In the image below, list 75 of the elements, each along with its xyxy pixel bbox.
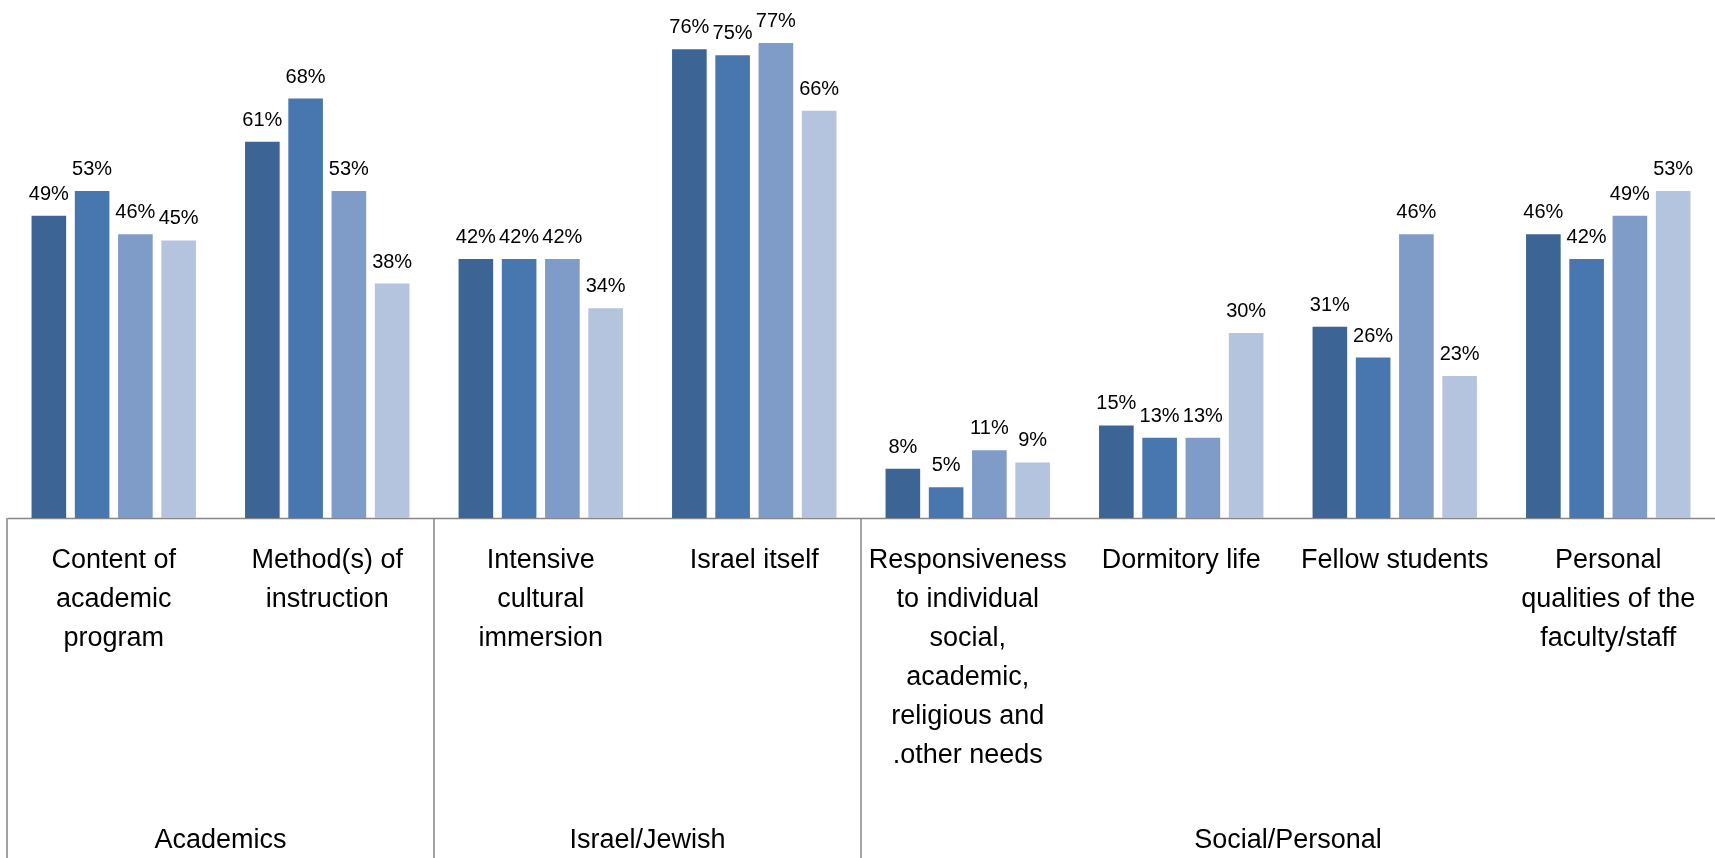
data-label: 42% [542, 224, 583, 247]
x-tick-label: Israel itself [689, 543, 820, 574]
bar [1099, 425, 1134, 518]
x-tick-label: Intensive cultural immersion [478, 543, 604, 652]
bar [331, 191, 367, 518]
bar [1612, 215, 1648, 518]
bar [972, 450, 1007, 518]
x-tick-label: Method(s) of instruction [251, 543, 404, 613]
data-label: 13% [1182, 403, 1224, 426]
data-label: 61% [242, 107, 283, 130]
bar [1355, 357, 1391, 518]
data-label: 53% [1653, 157, 1694, 180]
data-label: 42% [455, 224, 497, 247]
bar [1526, 234, 1561, 518]
bar [588, 308, 623, 518]
x-tick-label: Content of academic program [51, 543, 177, 652]
bar [245, 141, 280, 518]
data-label: 66% [799, 76, 840, 99]
data-label: 75% [712, 21, 753, 44]
data-label: 11% [970, 416, 1009, 439]
data-label: 13% [1139, 403, 1180, 426]
data-label: 15% [1096, 391, 1137, 414]
data-label: 45% [158, 206, 199, 229]
bar [1399, 234, 1434, 518]
data-label: 49% [1609, 181, 1651, 204]
data-label: 77% [755, 9, 797, 31]
bar [885, 468, 921, 518]
data-label: 38% [372, 249, 413, 272]
data-label: 8% [888, 434, 918, 457]
bar [672, 49, 707, 518]
data-label: 30% [1226, 298, 1267, 321]
bar [1569, 258, 1604, 518]
data-label: 53% [72, 157, 113, 180]
bar [928, 487, 964, 518]
bar [501, 258, 537, 518]
data-label: 76% [669, 15, 710, 38]
data-label: 46% [1523, 200, 1564, 223]
x-tick-label: Fellow students [1300, 543, 1489, 574]
bar [118, 234, 153, 518]
data-label: 46% [1396, 200, 1437, 223]
text: Israel/Jewish [569, 824, 726, 854]
data-label: 34% [585, 274, 626, 297]
bar [1185, 437, 1221, 518]
bar [801, 110, 837, 518]
bar [1228, 332, 1264, 518]
bar [715, 55, 750, 518]
x-tick-label: Responsiveness to individual social, academic, religious and .other needs [868, 543, 1067, 769]
data-label: 26% [1353, 323, 1394, 346]
bar [1015, 462, 1050, 518]
data-label: 42% [499, 224, 540, 247]
bar [1312, 326, 1348, 518]
data-label: 49% [28, 181, 70, 204]
data-label: 42% [1566, 224, 1607, 247]
bar [288, 98, 323, 518]
bar [1442, 376, 1477, 518]
data-label: 23% [1439, 342, 1480, 365]
bar [161, 240, 196, 518]
bar [458, 258, 494, 518]
data-label: 31% [1309, 292, 1351, 315]
data-label: 9% [1018, 428, 1048, 451]
text: Academics [154, 824, 287, 854]
bar [31, 215, 67, 518]
data-label: 46% [115, 200, 156, 223]
data-label: 68% [285, 64, 326, 87]
data-label: 5% [931, 453, 961, 476]
x-tick-label: Personal qualities of the faculty/staff [1521, 543, 1696, 652]
bar [1142, 437, 1177, 518]
data-label: 53% [328, 157, 370, 180]
text: Social/Personal [1194, 824, 1382, 854]
bar [74, 191, 110, 518]
bar [758, 43, 794, 518]
bar [1655, 191, 1691, 518]
bar [374, 283, 410, 518]
bar [545, 258, 580, 518]
x-tick-label: Dormitory life [1101, 543, 1261, 574]
